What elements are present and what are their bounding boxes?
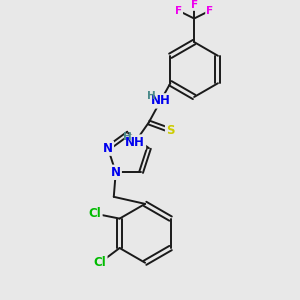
Text: F: F — [175, 6, 182, 16]
Text: NH: NH — [151, 94, 170, 107]
Text: S: S — [166, 124, 175, 137]
Text: NH: NH — [125, 136, 145, 148]
Text: N: N — [111, 166, 121, 179]
Text: Cl: Cl — [94, 256, 106, 269]
Text: F: F — [190, 0, 198, 10]
Text: H: H — [147, 91, 156, 101]
Text: Cl: Cl — [89, 207, 101, 220]
Text: H: H — [123, 132, 132, 142]
Text: N: N — [103, 142, 113, 155]
Text: F: F — [206, 6, 213, 16]
